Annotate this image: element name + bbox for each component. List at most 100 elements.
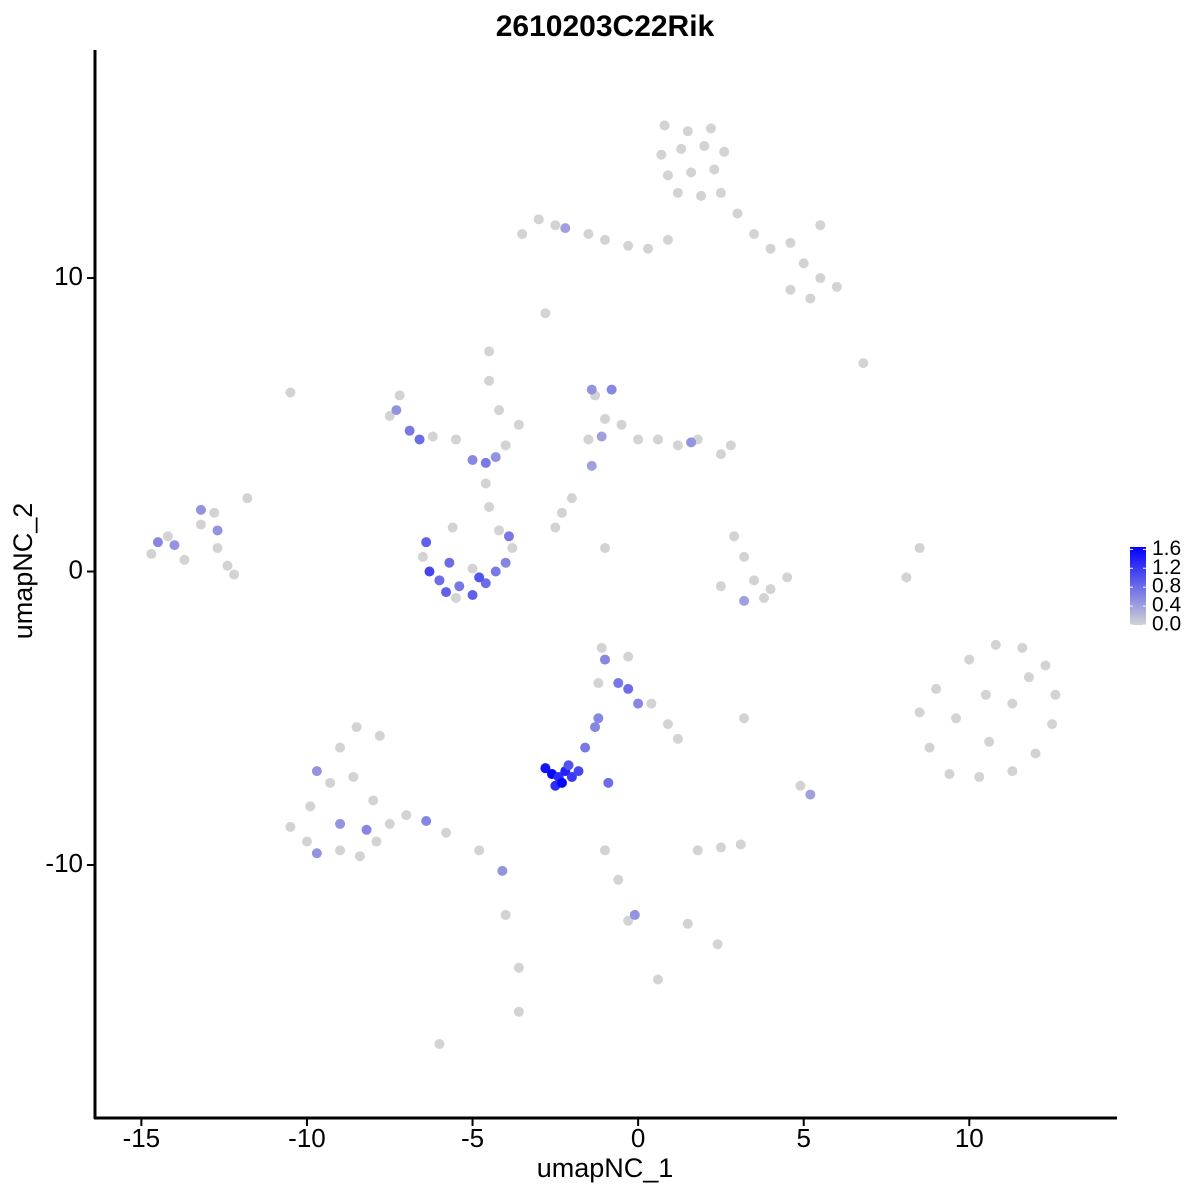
chart-title: 2610203C22Rik bbox=[496, 10, 715, 43]
cell-point bbox=[623, 683, 634, 694]
cell-point bbox=[566, 771, 577, 782]
x-tick-label: 10 bbox=[955, 1123, 984, 1153]
cell-point bbox=[606, 384, 617, 395]
cell-point bbox=[556, 507, 567, 518]
cell-point bbox=[503, 531, 514, 542]
cell-point bbox=[325, 777, 336, 788]
cell-point bbox=[490, 452, 501, 463]
cell-point bbox=[709, 164, 720, 175]
cell-point bbox=[474, 845, 485, 856]
cell-point bbox=[712, 939, 723, 950]
cell-point bbox=[335, 818, 346, 829]
cell-point bbox=[984, 736, 995, 747]
cell-point bbox=[513, 962, 524, 973]
cell-point bbox=[831, 281, 842, 292]
cell-point bbox=[749, 229, 760, 240]
x-tick-label: 0 bbox=[631, 1123, 645, 1153]
cell-point bbox=[474, 572, 485, 583]
cell-point bbox=[560, 223, 571, 234]
cell-point bbox=[195, 504, 206, 515]
cell-point bbox=[785, 237, 796, 248]
cell-point bbox=[229, 569, 240, 580]
cell-point bbox=[715, 581, 726, 592]
cell-point bbox=[696, 190, 707, 201]
cell-point bbox=[798, 258, 809, 269]
cell-point bbox=[980, 689, 991, 700]
x-tick-label: 5 bbox=[796, 1123, 810, 1153]
cell-point bbox=[424, 566, 435, 577]
cell-point bbox=[414, 434, 425, 445]
cell-point bbox=[914, 707, 925, 718]
cell-point bbox=[931, 683, 942, 694]
cell-point bbox=[242, 493, 253, 504]
cell-point bbox=[556, 777, 567, 788]
cell-point bbox=[815, 220, 826, 231]
cell-point bbox=[586, 384, 597, 395]
cell-point bbox=[384, 410, 395, 421]
cell-point bbox=[507, 543, 518, 554]
cell-point bbox=[646, 698, 657, 709]
cell-point bbox=[580, 742, 591, 753]
cell-point bbox=[500, 557, 511, 568]
cell-point bbox=[765, 584, 776, 595]
cell-point bbox=[805, 293, 816, 304]
cell-point bbox=[659, 120, 670, 131]
cell-point bbox=[301, 836, 312, 847]
cell-point bbox=[179, 554, 190, 565]
cell-point bbox=[152, 537, 163, 548]
cell-point bbox=[600, 654, 611, 665]
cell-point bbox=[374, 730, 385, 741]
cell-point bbox=[600, 543, 611, 554]
cell-point bbox=[404, 425, 415, 436]
cell-point bbox=[450, 592, 461, 603]
cell-point bbox=[672, 187, 683, 198]
x-tick-label: -5 bbox=[461, 1123, 484, 1153]
cell-point bbox=[494, 405, 505, 416]
cell-point bbox=[517, 229, 528, 240]
cell-point bbox=[311, 766, 322, 777]
cell-point bbox=[351, 722, 362, 733]
cell-point bbox=[540, 308, 551, 319]
cell-point bbox=[467, 455, 478, 466]
cell-point bbox=[858, 358, 869, 369]
cell-point bbox=[484, 501, 495, 512]
cell-point bbox=[603, 777, 614, 788]
cell-point bbox=[951, 713, 962, 724]
cell-point bbox=[1007, 766, 1018, 777]
cell-point bbox=[739, 551, 750, 562]
cell-point bbox=[285, 821, 296, 832]
cell-point bbox=[715, 187, 726, 198]
cell-point bbox=[672, 733, 683, 744]
cell-point bbox=[162, 531, 173, 542]
cell-point bbox=[467, 563, 478, 574]
cell-point bbox=[739, 595, 750, 606]
cell-point bbox=[758, 592, 769, 603]
cell-point bbox=[566, 493, 577, 504]
cell-point bbox=[1050, 689, 1061, 700]
cell-point bbox=[643, 243, 654, 254]
cell-point bbox=[662, 719, 673, 730]
cell-point bbox=[914, 543, 925, 554]
cell-point bbox=[447, 522, 458, 533]
cell-point bbox=[705, 123, 716, 134]
cell-point bbox=[335, 845, 346, 856]
cell-point bbox=[209, 507, 220, 518]
cell-point bbox=[490, 566, 501, 577]
cell-point bbox=[550, 220, 561, 231]
y-axis-title: umapNC_2 bbox=[8, 503, 38, 640]
cell-point bbox=[391, 405, 402, 416]
colorbar-label: 1.6 bbox=[1152, 537, 1181, 560]
cell-point bbox=[1023, 672, 1034, 683]
cell-point bbox=[222, 560, 233, 571]
cell-point bbox=[944, 769, 955, 780]
cell-point bbox=[484, 375, 495, 386]
cell-point bbox=[497, 865, 508, 876]
cell-point bbox=[1007, 698, 1018, 709]
cell-point bbox=[596, 431, 607, 442]
cell-point bbox=[656, 149, 667, 160]
cell-point bbox=[450, 434, 461, 445]
cell-point bbox=[444, 557, 455, 568]
cell-point bbox=[484, 346, 495, 357]
cell-point bbox=[394, 390, 405, 401]
